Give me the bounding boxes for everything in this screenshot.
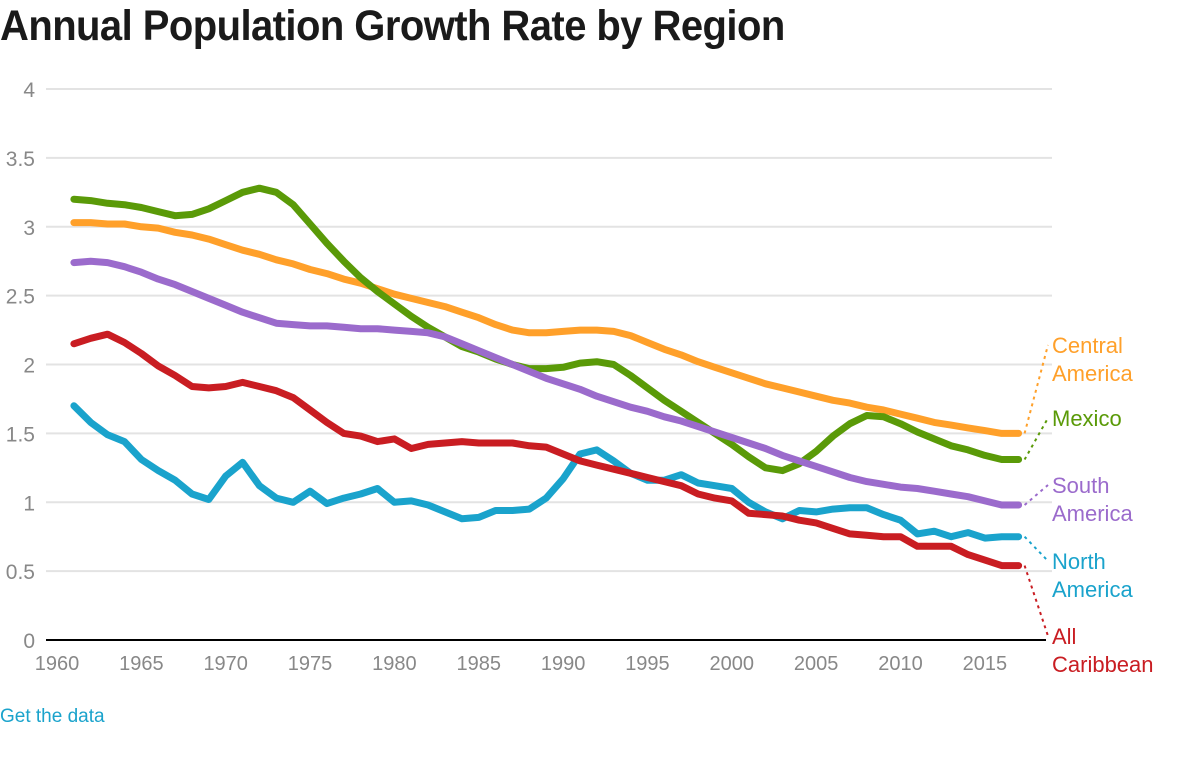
series-line-south-america xyxy=(70,257,1023,509)
x-tick-label: 1995 xyxy=(625,653,670,675)
x-tick-label: 2010 xyxy=(878,653,923,675)
y-tick-label: 0.5 xyxy=(6,561,35,584)
x-tick-label: 2015 xyxy=(963,653,1008,675)
series-label-central-america: America xyxy=(1052,361,1133,386)
series-label-all-caribbean: All xyxy=(1052,624,1076,649)
leader-line-all-caribbean xyxy=(1023,565,1049,637)
leader-line-central-america xyxy=(1023,344,1049,434)
leader-line-north-america xyxy=(1023,535,1049,562)
series-line-all-caribbean xyxy=(70,330,1023,570)
series-label-mexico: Mexico xyxy=(1052,406,1122,431)
y-tick-label: 4 xyxy=(23,79,35,102)
y-tick-label: 3.5 xyxy=(6,148,35,171)
chart-title: Annual Population Growth Rate by Region xyxy=(0,2,785,50)
x-tick-label: 1960 xyxy=(35,653,80,675)
series-lines xyxy=(70,184,1023,570)
series-label-north-america: America xyxy=(1052,577,1133,602)
series-label-central-america: Central xyxy=(1052,333,1123,358)
series-line-north-america xyxy=(70,402,1023,542)
x-tick-label: 2000 xyxy=(710,653,755,675)
x-tick-label: 1965 xyxy=(119,653,164,675)
series-label-south-america: South xyxy=(1052,473,1110,498)
x-tick-label: 1990 xyxy=(541,653,586,675)
x-axis-tick-labels: 1960 1965 1970 1975 1980 1985 1990 1995 2000 2005… xyxy=(35,653,1007,675)
gridlines xyxy=(46,88,1052,573)
get-the-data-link[interactable]: Get the data xyxy=(0,706,105,727)
x-tick-label: 1980 xyxy=(372,653,417,675)
y-tick-label: 1 xyxy=(23,492,35,515)
y-tick-label: 2.5 xyxy=(6,286,35,309)
y-axis-tick-labels: 0 0.5 1 1.5 2 2.5 3 3.5 4 xyxy=(6,79,36,653)
leader-line-south-america xyxy=(1023,484,1049,506)
series-label-all-caribbean: Caribbean xyxy=(1052,652,1154,677)
y-tick-label: 1.5 xyxy=(6,423,35,446)
x-tick-label: 1975 xyxy=(288,653,333,675)
series-label-north-america: North xyxy=(1052,549,1106,574)
series-line-central-america xyxy=(70,219,1023,437)
x-tick-label: 2005 xyxy=(794,653,839,675)
y-tick-label: 3 xyxy=(23,217,35,240)
x-tick-label: 1985 xyxy=(457,653,502,675)
x-tick-label: 1970 xyxy=(203,653,248,675)
series-line-mexico xyxy=(70,184,1023,475)
series-label-south-america: America xyxy=(1052,501,1133,526)
y-tick-label: 2 xyxy=(23,355,35,378)
y-tick-label: 0 xyxy=(23,630,35,653)
series-labels: Central America Mexico South America North Ame… xyxy=(1023,333,1154,677)
leader-line-mexico xyxy=(1023,417,1049,461)
